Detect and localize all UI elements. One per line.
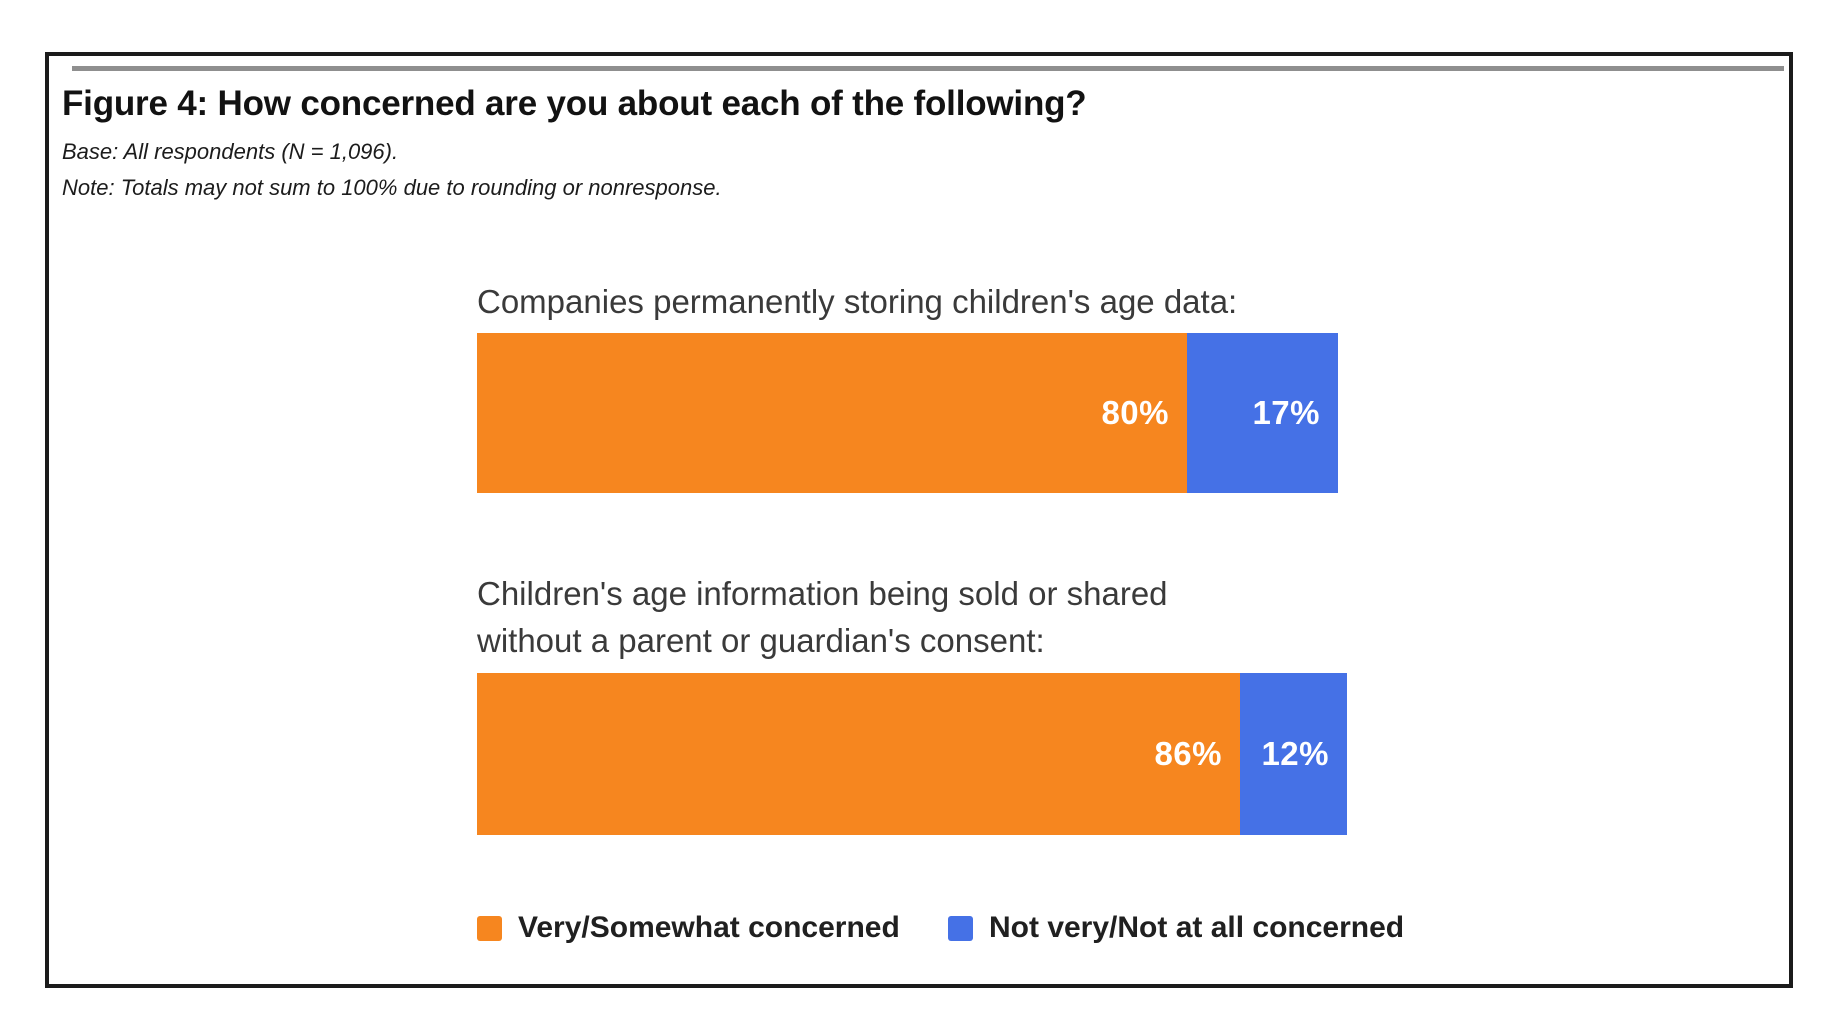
bar-category-label-2: Children's age information being sold or…	[477, 575, 1168, 659]
legend-label-not-concerned: Not very/Not at all concerned	[989, 911, 1405, 944]
stacked-bar-2: 86% 12%	[477, 673, 1347, 835]
bar-1-value-concerned: 80%	[1101, 394, 1169, 431]
bar-2-value-concerned: 86%	[1154, 735, 1222, 772]
bar-category-label-1: Companies permanently storing children's…	[477, 283, 1238, 320]
bar-1-value-not-concerned: 17%	[1252, 394, 1320, 431]
bar-1-segment-concerned: 80%	[477, 333, 1187, 493]
legend-swatch-concerned-icon	[477, 915, 502, 941]
base-note: Base: All respondents (N = 1,096).	[62, 139, 399, 164]
stacked-bar-1: 80% 17%	[477, 333, 1338, 493]
bar-1-segment-not-concerned: 17%	[1187, 333, 1338, 493]
bar-2-value-not-concerned: 12%	[1261, 735, 1329, 772]
legend-item-not-concerned: Not very/Not at all concerned	[948, 911, 1404, 945]
bar-2-segment-concerned: 86%	[477, 673, 1240, 835]
figure-frame: Figure 4: How concerned are you about ea…	[45, 52, 1793, 988]
bar-2-segment-not-concerned: 12%	[1240, 673, 1347, 835]
legend-item-concerned: Very/Somewhat concerned	[477, 911, 900, 945]
legend-label-concerned: Very/Somewhat concerned	[518, 911, 900, 944]
legend-swatch-not-concerned-icon	[948, 915, 973, 941]
rounding-note: Note: Totals may not sum to 100% due to …	[62, 175, 722, 200]
figure-title: Figure 4: How concerned are you about ea…	[62, 84, 1087, 123]
top-rule	[72, 66, 1784, 71]
